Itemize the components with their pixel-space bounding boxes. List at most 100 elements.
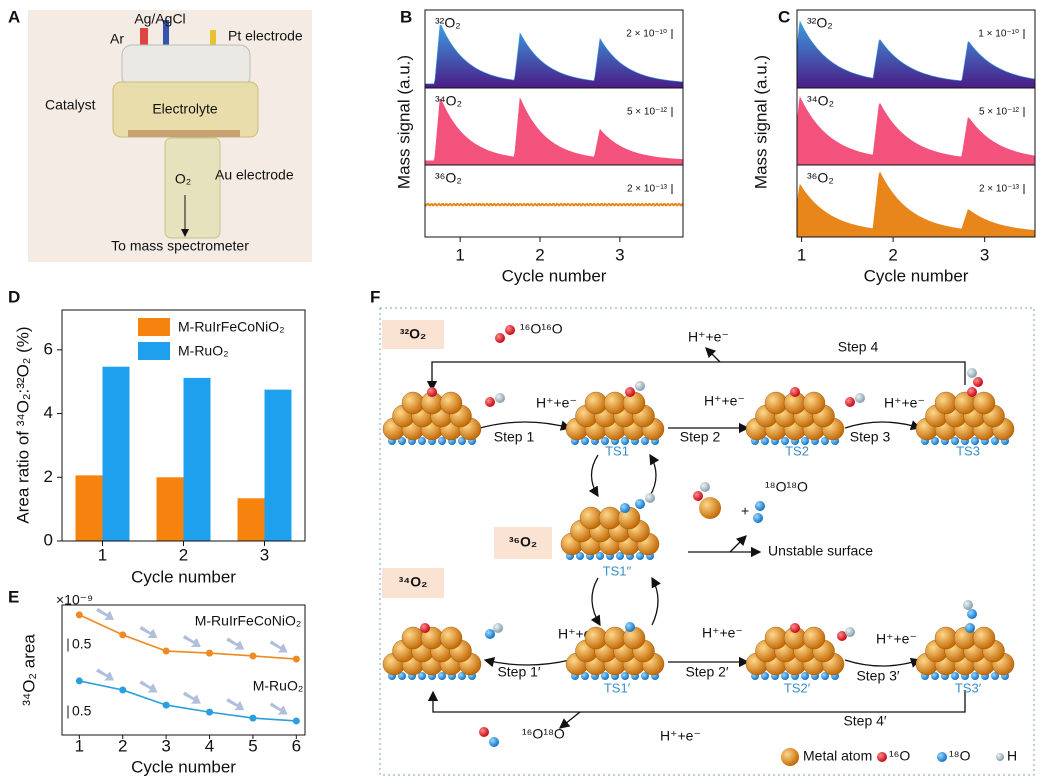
oxygen-atom [621, 672, 629, 680]
scale-label: 1 × 10⁻¹⁰ [978, 29, 1019, 40]
axes-frame [61, 604, 306, 736]
scale-label: 2 × 10⁻¹³ [979, 184, 1020, 195]
label: H⁺+e⁻ [660, 728, 701, 744]
panel-a: A Ar Ag/AgCl Pt electrode Catalyst Elect… [8, 7, 312, 262]
x-tick-label: 3 [615, 245, 624, 264]
panel-label: F [370, 287, 380, 306]
adsorbate [493, 623, 503, 633]
panel-label: B [400, 7, 412, 26]
axes-frame [424, 9, 684, 238]
panel-f: F ³²O₂ ³⁶O₂ ³⁴O₂ ¹⁶O¹⁶O ¹⁸O¹⁸O ¹⁶O¹⁸O + … [370, 287, 1035, 776]
trend-arrow [269, 702, 288, 715]
legend-label: M-RuO₂ [178, 343, 229, 359]
trace-label: ³²O₂ [435, 15, 461, 31]
label: Step 2′ [685, 664, 728, 680]
trend-arrow [139, 625, 158, 638]
y-axis-label: ³⁴O₂ area [19, 634, 38, 706]
adsorbate [967, 387, 977, 397]
adsorbate [635, 499, 645, 509]
oxygen-atom [601, 672, 609, 680]
panel-label: A [8, 7, 20, 26]
marker [249, 652, 257, 660]
trend-arrow [226, 698, 245, 711]
oxygen-atom [821, 437, 829, 445]
oxygen-atom [398, 437, 406, 445]
trace-label: ³²O₂ [807, 15, 833, 31]
label: Au electrode [215, 167, 294, 183]
series-label: M-RuIrFeCoNiO₂ [195, 613, 302, 629]
oxygen-atom [438, 437, 446, 445]
trace [424, 24, 684, 89]
x-tick-label: 2 [179, 545, 188, 564]
oxygen-atom [761, 437, 769, 445]
oxygen-atom [971, 437, 979, 445]
adsorbate [965, 623, 975, 633]
trace [796, 171, 1036, 238]
adsorbate [625, 622, 635, 632]
adsorbate [753, 513, 763, 523]
legend-label: ¹⁸O [949, 748, 971, 764]
legend-swatch [781, 748, 799, 766]
label: ³²O₂ [400, 326, 426, 342]
arrow [427, 690, 966, 713]
label: TS2′ [784, 680, 811, 695]
panel-label: C [778, 7, 790, 26]
label: + [741, 503, 749, 519]
x-tick-label: 1 [797, 245, 806, 264]
adsorbate [485, 397, 495, 407]
oxygen-atom [418, 672, 426, 680]
trace [424, 97, 684, 166]
legend-label: H [1007, 748, 1017, 764]
adsorbate [620, 503, 630, 513]
x-tick-label: 2 [888, 245, 897, 264]
bar [75, 475, 103, 541]
arrow [426, 361, 966, 392]
oxygen-atom [951, 672, 959, 680]
scale-label: 5 × 10⁻¹² [979, 107, 1020, 118]
oxygen-atom [801, 672, 809, 680]
arrow [844, 420, 922, 431]
metal-atom [603, 626, 627, 650]
x-axis-label: Cycle number [864, 266, 969, 285]
adsorbate [420, 623, 430, 633]
oxygen-atom [616, 552, 624, 560]
marker [206, 708, 214, 716]
legend-swatch [877, 752, 887, 762]
x-axis-label: Cycle number [131, 567, 236, 586]
scale-label: 0.5 [72, 703, 92, 719]
y-tick-label: 0 [44, 530, 53, 549]
label: ¹⁸O¹⁸O [765, 479, 808, 495]
adsorbate [790, 387, 800, 397]
label: TS3 [956, 443, 980, 458]
metal-atom [603, 391, 627, 415]
line [79, 680, 297, 722]
marker [119, 686, 127, 694]
line [79, 614, 297, 660]
metal-atom [598, 506, 622, 530]
rod [140, 28, 148, 54]
adsorbate [495, 393, 505, 403]
metal-atom [802, 626, 826, 650]
metal-atom [972, 391, 996, 415]
adsorbate [755, 501, 765, 511]
arrows [426, 347, 966, 729]
arrow [558, 711, 581, 729]
marker [162, 647, 170, 655]
scale-label: 5 × 10⁻¹² [627, 107, 668, 118]
oxygen-atom [418, 437, 426, 445]
arrow [729, 535, 747, 553]
oxygen-atom [801, 437, 809, 445]
legend-label: M-RuIrFeCoNiO₂ [178, 319, 285, 335]
metal-atom [764, 626, 788, 650]
oxygen-atom [641, 437, 649, 445]
trace [424, 202, 684, 207]
arrow [844, 657, 922, 668]
trend-arrow [139, 680, 158, 693]
trend-arrow [96, 668, 115, 681]
label: Pt electrode [228, 28, 303, 44]
label-box [382, 320, 444, 349]
adsorbate [427, 387, 437, 397]
labels: ³²O₂ ³⁶O₂ ³⁴O₂ ¹⁶O¹⁶O ¹⁸O¹⁸O ¹⁶O¹⁸O + Un… [399, 321, 1017, 766]
metal-atom [934, 626, 958, 650]
trace-label: ³⁴O₂ [807, 93, 834, 109]
